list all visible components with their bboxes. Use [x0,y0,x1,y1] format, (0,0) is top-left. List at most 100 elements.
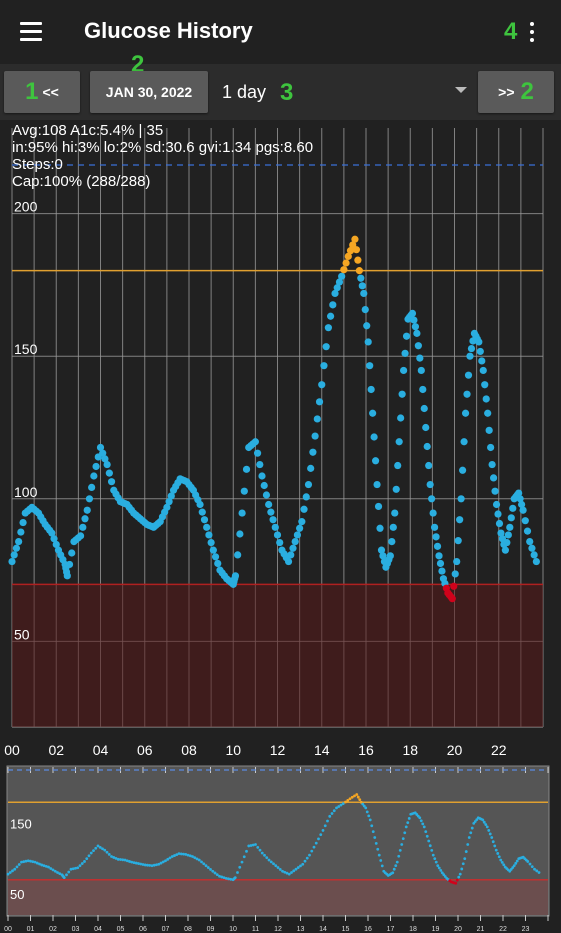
next-day-button[interactable]: >> 2 [478,71,554,113]
glucose-reading-point [358,282,366,290]
overview-reading-point [371,830,375,834]
glucose-reading-point [335,278,344,286]
glucose-reading-point [401,349,409,357]
overview-reading-point [400,843,404,846]
overview-reading-point [276,866,280,869]
glucose-reading-point [205,531,213,539]
overview-reading-point [150,864,154,868]
glucose-reading-point [231,572,240,580]
overview-reading-point [514,861,518,865]
overview-x-tick-label: 16 [364,926,372,933]
overview-reading-point [404,825,408,829]
main-glucose-chart[interactable]: 50 100 150 200 00 02 04 06 08 10 12 14 16 18 20 22 [0,120,561,760]
glucose-reading-point [211,553,220,561]
annotation-marker-3: 3 [280,79,294,106]
overview-reading-point [42,864,46,868]
overview-reading-point [319,833,323,837]
glucose-reading-point [360,289,368,298]
overview-reading-point [251,843,255,847]
x-tick-label: 04 [93,742,109,758]
glucose-reading-point [397,414,405,422]
overview-reading-point [112,856,116,859]
overview-reading-point [437,866,441,870]
overview-reading-point [233,876,237,880]
glucose-reading-point [516,495,524,503]
glucose-reading-point [198,508,206,516]
overview-reading-point [85,857,89,861]
y-tick-label: 150 [14,341,38,357]
glucose-reading-point [476,347,484,356]
overview-reading-point [204,864,208,868]
overview-reading-point [206,866,210,869]
overview-reading-point [431,853,435,857]
overview-reading-point [76,866,80,870]
overview-reading-point [71,867,75,871]
y-tick-label: 200 [14,199,38,215]
overview-reading-point [263,853,266,857]
glucose-reading-point [450,582,458,590]
glucose-reading-point [428,495,436,503]
overview-reading-point [8,871,12,874]
overview-reading-point [515,859,519,863]
overview-reading-point [335,806,338,810]
glucose-reading-point [402,332,411,340]
glucose-reading-point [389,523,397,531]
overview-reading-point [439,868,443,872]
previous-day-button[interactable]: 1 << [4,71,80,113]
overview-reading-point [359,800,363,804]
overview-reading-point [294,867,298,871]
range-selector[interactable]: 1 day [222,82,267,102]
x-tick-label: 08 [181,742,197,758]
overview-reading-point [177,852,181,856]
overview-reading-point [406,821,410,825]
overview-reading-point [249,844,253,847]
glucose-reading-point [377,546,386,554]
x-tick-label: 16 [358,742,374,758]
glucose-reading-point [105,469,113,477]
hamburger-menu-icon[interactable] [20,22,44,42]
glucose-reading-point [315,398,324,406]
glucose-reading-point [19,518,27,527]
overview-chart[interactable]: 50 150 00 01 02 03 04 05 06 07 08 09 10 11 12 13 14 15 16 1… [0,762,561,933]
overview-reading-point [114,856,118,860]
annotation-marker-1: 1 [25,78,39,105]
overflow-menu-icon[interactable] [524,20,540,44]
overview-reading-point [6,872,10,876]
glucose-reading-point [309,448,317,456]
glucose-reading-point [265,500,273,509]
glucose-reading-point [425,461,433,470]
glucose-reading-point [438,567,446,575]
overview-reading-point [65,873,68,877]
glucose-reading-point [492,500,501,509]
glucose-reading-point [234,551,242,559]
date-picker-button[interactable]: JAN 30, 2022 [90,71,208,113]
overview-reading-point [188,854,192,858]
overview-reading-point [433,857,437,861]
glucose-reading-point [163,503,171,511]
overview-reading-point [132,861,136,865]
overview-reading-point [508,869,512,873]
overview-reading-point [436,864,440,868]
glucose-reading-point [411,323,420,331]
overview-x-tick-label: 17 [387,926,395,933]
overview-reading-point [398,848,402,852]
glucose-reading-point [521,517,529,525]
glucose-reading-point [8,557,16,566]
overview-reading-point [11,869,14,873]
y-tick-label: 100 [14,484,38,500]
overview-reading-point [466,843,470,846]
glucose-reading-point [322,343,330,351]
overview-reading-point [377,853,381,857]
stats-line-4: Cap:100% (288/288) [12,173,151,190]
glucose-reading-point [518,500,526,509]
overview-reading-point [56,871,59,874]
annotation-marker-2b: 2 [520,78,534,105]
overview-reading-point [186,853,190,857]
overview-reading-point [209,868,212,871]
range-dropdown-arrow-icon[interactable] [455,87,467,93]
glucose-reading-point [363,322,371,330]
overview-reading-point [292,869,296,873]
glucose-reading-point [354,256,362,264]
glucose-reading-point [329,301,337,309]
glucose-reading-point [276,538,284,547]
